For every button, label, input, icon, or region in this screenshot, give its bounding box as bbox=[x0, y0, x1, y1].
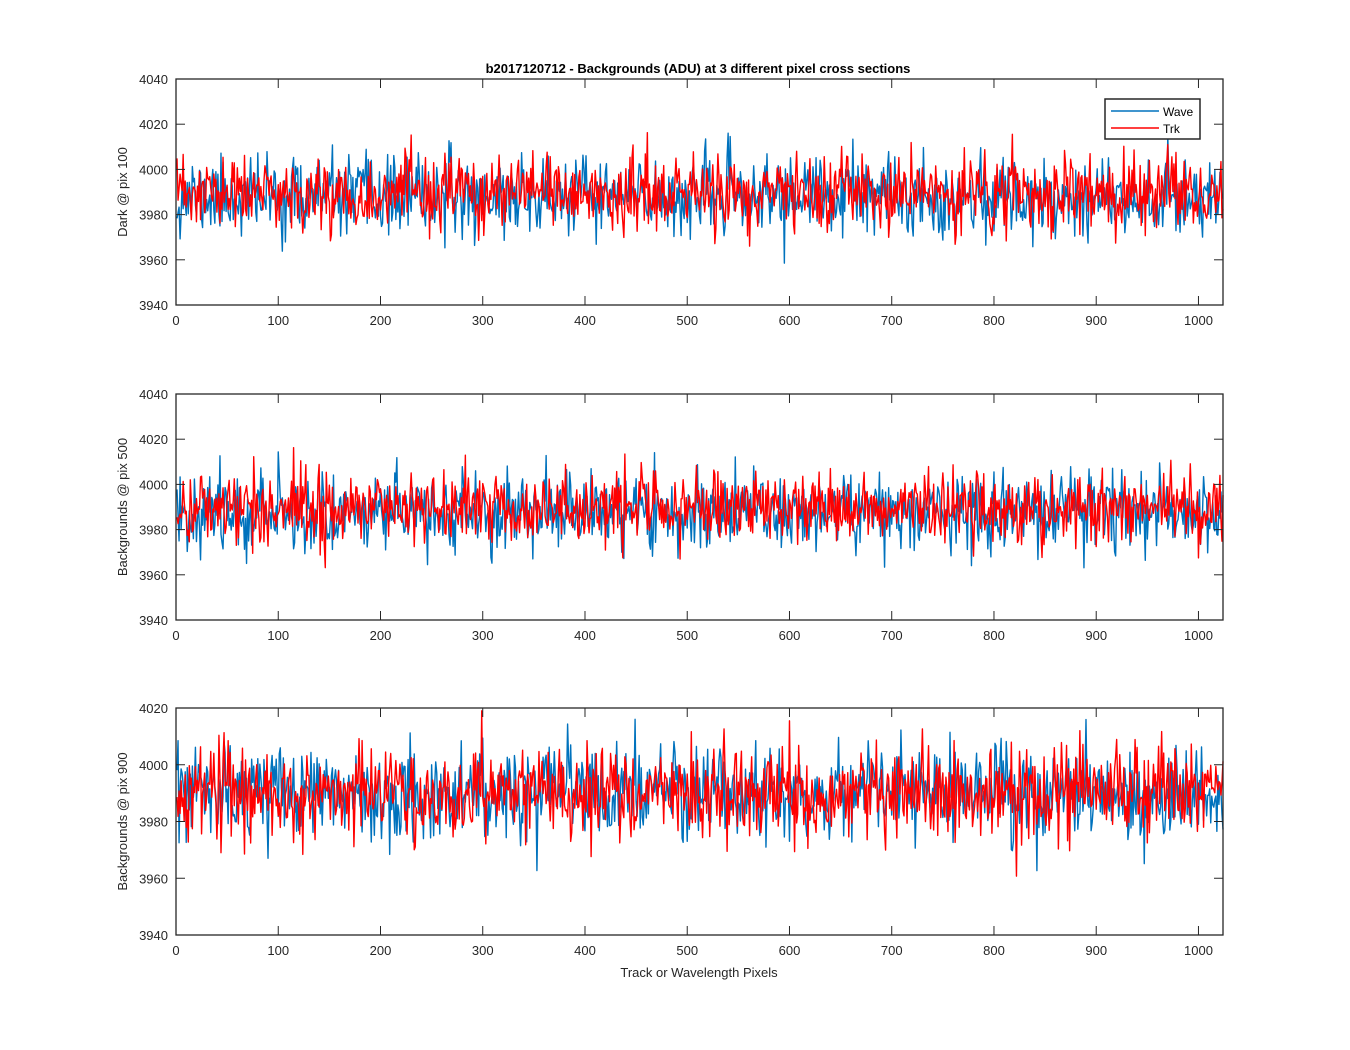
y-tick-label: 3940 bbox=[139, 928, 168, 943]
y-axis-label: Backgrounds @ pix 500 bbox=[115, 438, 130, 576]
x-tick-label: 0 bbox=[172, 628, 179, 643]
x-axis-label: Track or Wavelength Pixels bbox=[620, 965, 778, 980]
axes-box bbox=[175, 78, 1224, 306]
x-tick-label: 600 bbox=[779, 943, 801, 958]
y-tick-label: 4000 bbox=[139, 477, 168, 492]
y-tick-label: 3960 bbox=[139, 253, 168, 268]
x-tick-label: 500 bbox=[676, 628, 698, 643]
x-tick-label: 400 bbox=[574, 313, 596, 328]
y-tick-label: 4020 bbox=[139, 432, 168, 447]
y-tick-label: 3980 bbox=[139, 208, 168, 223]
panel-2: 0 100 200 300 400 500 600 700 800 900 1000 3940 3960… bbox=[115, 387, 1224, 643]
x-tick-label: 100 bbox=[267, 943, 289, 958]
x-tick-label: 1000 bbox=[1184, 628, 1213, 643]
x-tick-label: 1000 bbox=[1184, 943, 1213, 958]
legend-label-wave: Wave bbox=[1163, 105, 1194, 119]
x-tick-label: 700 bbox=[881, 943, 903, 958]
figure-title: b2017120712 - Backgrounds (ADU) at 3 dif… bbox=[486, 61, 911, 76]
x-tick-label: 800 bbox=[983, 943, 1005, 958]
y-axis-label: Backgrounds @ pix 900 bbox=[115, 752, 130, 890]
x-tick-label: 900 bbox=[1085, 628, 1107, 643]
x-tick-label: 1000 bbox=[1184, 313, 1213, 328]
panel-3: 0 100 200 300 400 500 600 700 800 900 1000 3940 3960… bbox=[115, 701, 1224, 958]
x-tick-label: 600 bbox=[779, 313, 801, 328]
y-tick-label: 3940 bbox=[139, 613, 168, 628]
x-tick-label: 100 bbox=[267, 313, 289, 328]
legend: Wave Trk bbox=[1104, 98, 1201, 140]
x-tick-label: 900 bbox=[1085, 943, 1107, 958]
legend-box bbox=[1104, 98, 1201, 140]
x-tick-label: 0 bbox=[172, 943, 179, 958]
y-tick-label: 3980 bbox=[139, 815, 168, 830]
series-line-trk bbox=[176, 446, 1224, 569]
y-tick-label: 4040 bbox=[139, 72, 168, 87]
x-tick-label: 800 bbox=[983, 628, 1005, 643]
y-tick-label: 4020 bbox=[139, 701, 168, 716]
x-tick-label: 400 bbox=[574, 628, 596, 643]
y-tick-label: 4000 bbox=[139, 758, 168, 773]
y-tick-label: 3960 bbox=[139, 871, 168, 886]
x-tick-label: 400 bbox=[574, 943, 596, 958]
y-tick-label: 4020 bbox=[139, 117, 168, 132]
panel-1: 0 100 200 300 400 500 600 700 800 900 1000 3940 3960… bbox=[115, 72, 1224, 328]
x-tick-label: 700 bbox=[881, 628, 903, 643]
y-tick-label: 4040 bbox=[139, 387, 168, 402]
legend-label-trk: Trk bbox=[1163, 122, 1181, 136]
x-tick-label: 0 bbox=[172, 313, 179, 328]
x-tick-label: 100 bbox=[267, 628, 289, 643]
x-tick-label: 300 bbox=[472, 943, 494, 958]
series-line-trk bbox=[176, 131, 1224, 247]
x-tick-label: 600 bbox=[779, 628, 801, 643]
x-tick-label: 500 bbox=[676, 313, 698, 328]
x-tick-label: 700 bbox=[881, 313, 903, 328]
x-tick-label: 800 bbox=[983, 313, 1005, 328]
x-tick-label: 200 bbox=[370, 943, 392, 958]
x-tick-label: 900 bbox=[1085, 313, 1107, 328]
y-tick-label: 4000 bbox=[139, 162, 168, 177]
series-line-trk bbox=[176, 710, 1224, 877]
x-tick-label: 300 bbox=[472, 628, 494, 643]
x-tick-label: 500 bbox=[676, 943, 698, 958]
y-tick-label: 3940 bbox=[139, 298, 168, 313]
x-tick-label: 300 bbox=[472, 313, 494, 328]
x-tick-label: 200 bbox=[370, 313, 392, 328]
x-tick-label: 200 bbox=[370, 628, 392, 643]
y-tick-label: 3980 bbox=[139, 523, 168, 538]
axes-box bbox=[175, 393, 1224, 621]
y-tick-label: 3960 bbox=[139, 568, 168, 583]
y-axis-label: Dark @ pix 100 bbox=[115, 147, 130, 237]
